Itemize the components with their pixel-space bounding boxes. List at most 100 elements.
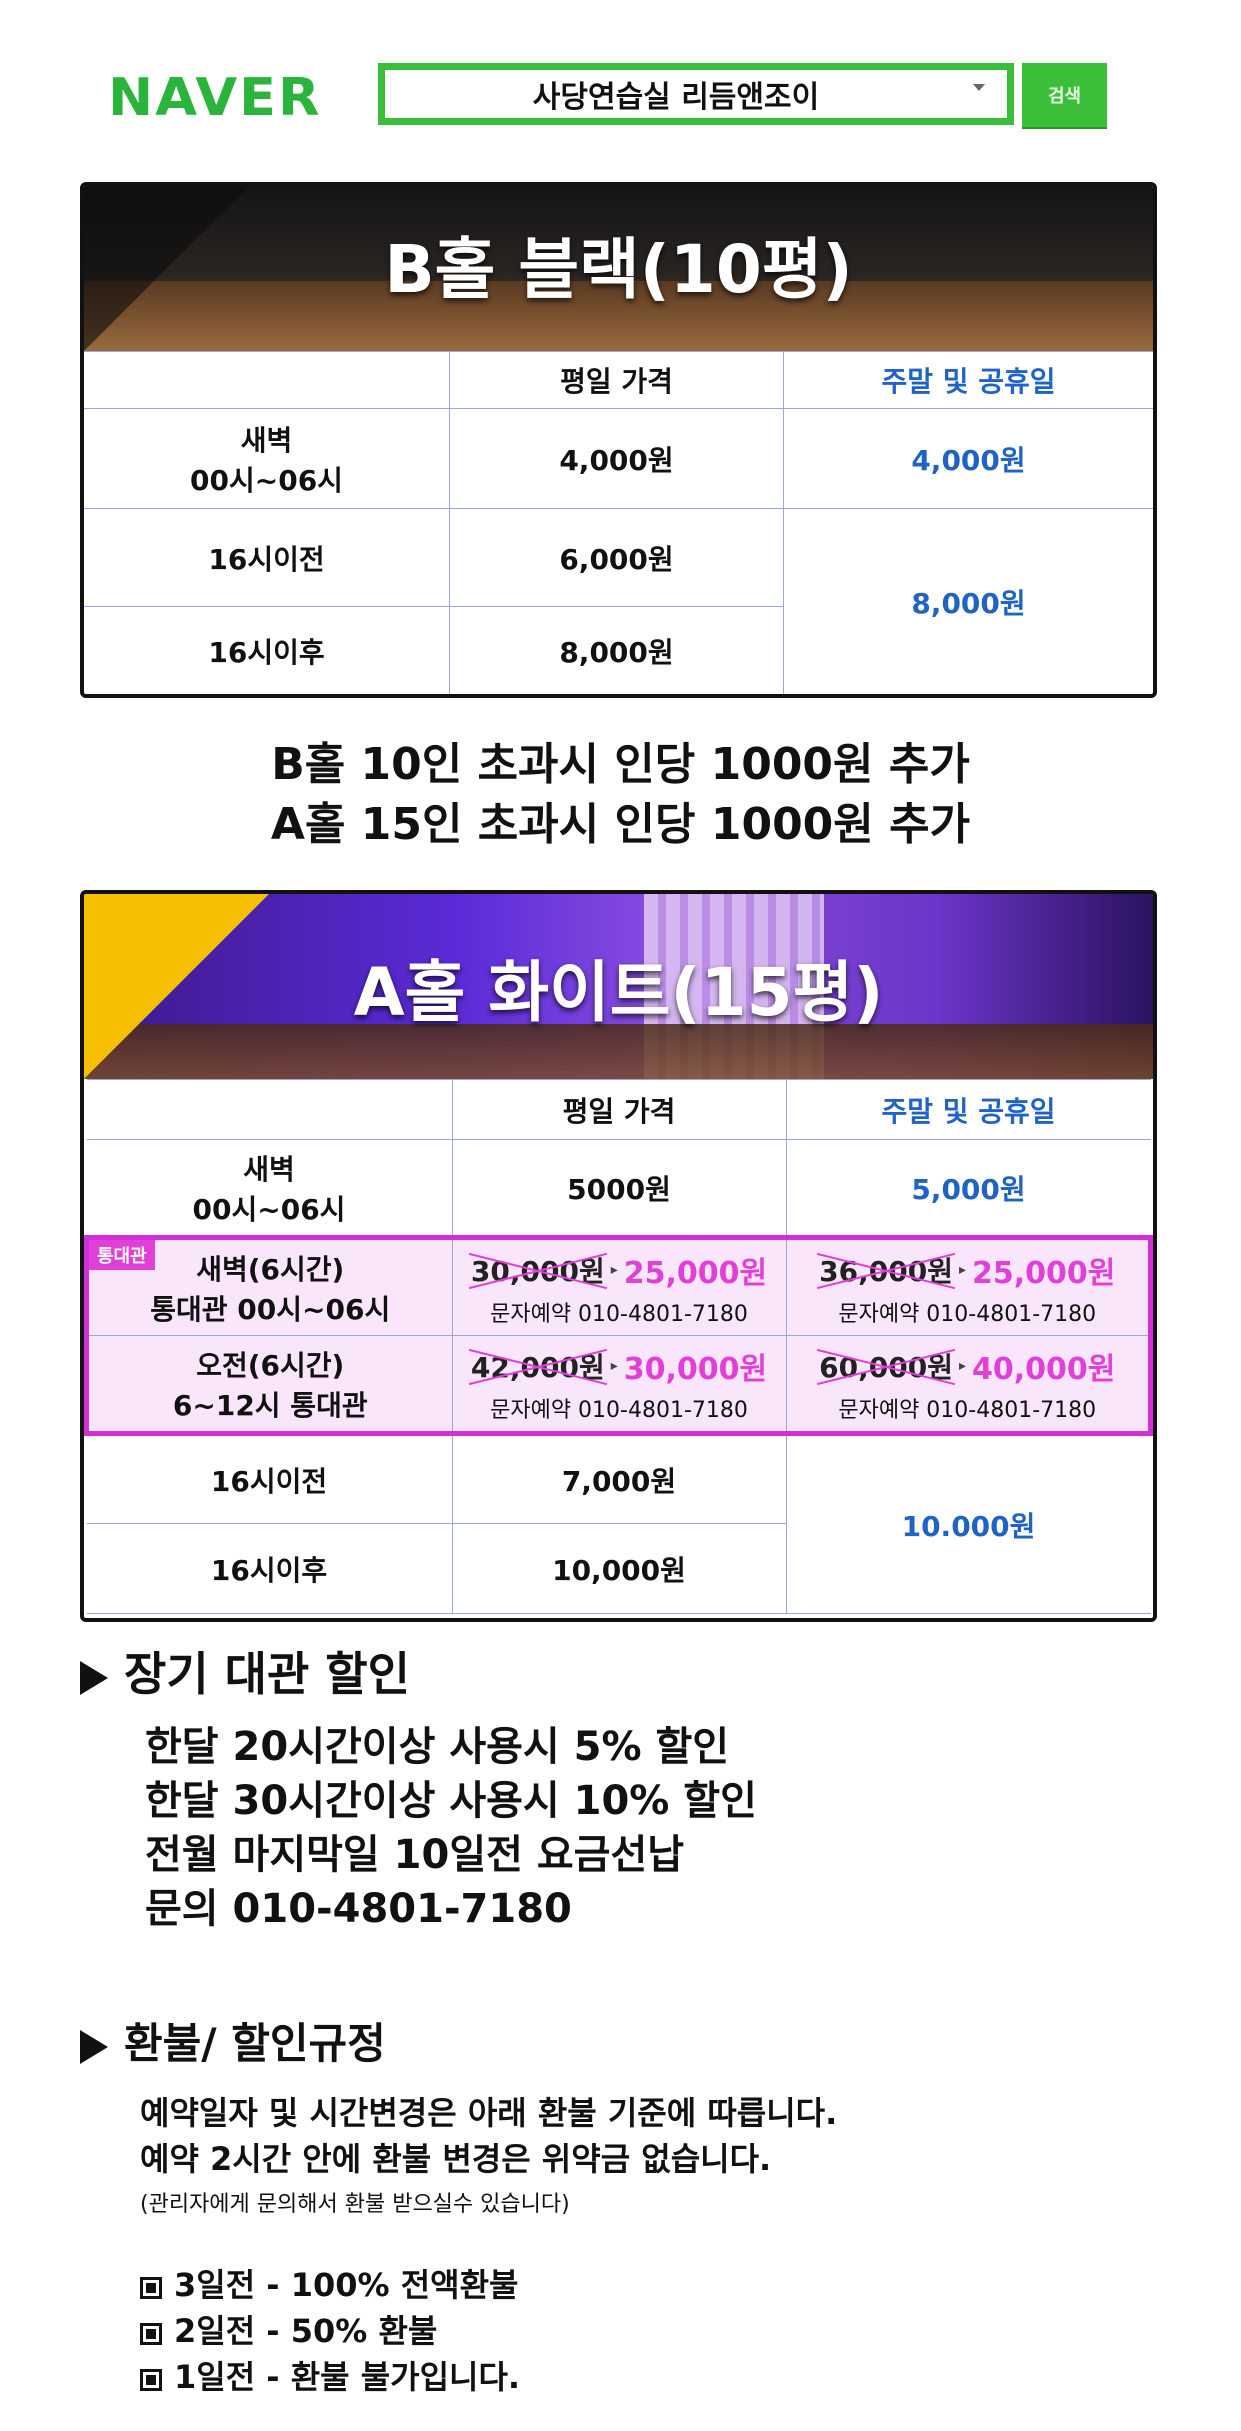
- weekday-price: 5000원: [451, 1139, 787, 1238]
- row-label: 새벽 00시~06시: [86, 1139, 453, 1238]
- refund-schedule: 3일전 - 100% 전액환불 2일전 - 50% 환불 1일전 - 환불 불가…: [140, 2262, 520, 2400]
- old-price: 30,000원: [471, 1250, 605, 1290]
- triangle-right-icon: [80, 2029, 108, 2064]
- search-bar: NAVER 사당연습실 리듬앤조이 검색: [0, 60, 1241, 135]
- table-row: 새벽 00시~06시 4,000원 4,000원: [84, 408, 1153, 509]
- header-weekend: 주말 및 공휴일: [783, 351, 1153, 409]
- table-row: 16시이후 10,000원: [86, 1523, 1151, 1614]
- hall-a-title: A홀 화이트(15평): [353, 953, 884, 1031]
- new-price: 25,000원: [623, 1255, 768, 1291]
- sms-booking: 문자예약 010-4801-7180: [838, 1397, 1097, 1423]
- row-label-line1: 새벽: [240, 423, 293, 457]
- row-label-line2: 00시~06시: [190, 463, 343, 497]
- header-blank: [84, 351, 450, 409]
- long-term-list: 한달 20시간이상 사용시 5% 할인 한달 30시간이상 사용시 10% 할인…: [145, 1720, 757, 1936]
- table-row: 16시이전 6,000원 8,000원: [84, 508, 1153, 694]
- list-item: 예약 2시간 안에 환불 변경은 위약금 없습니다.: [140, 2140, 772, 2178]
- row-label: 오전(6시간) 6~12시 통대관: [84, 1335, 453, 1436]
- arrow-right-icon: ▸: [958, 1357, 966, 1374]
- search-query-text: 사당연습실 리듬앤조이: [532, 80, 820, 115]
- list-item: 전월 마지막일 10일전 요금선납: [145, 1832, 685, 1878]
- sms-booking: 문자예약 010-4801-7180: [490, 1301, 748, 1327]
- table-header-row: 평일 가격 주말 및 공휴일: [84, 351, 1153, 409]
- refund-title: 환불/ 할인규정: [80, 2010, 386, 2071]
- arrow-right-icon: ▸: [958, 1261, 966, 1278]
- extra-charge-note-a: A홀 15인 초과시 인당 1000원 추가: [270, 799, 971, 850]
- new-price: 30,000원: [623, 1351, 768, 1387]
- weekend-price-merged: 10.000원: [785, 1433, 1151, 1614]
- arrow-right-icon: ▸: [610, 1357, 618, 1374]
- full-rental-row: 통대관 새벽(6시간) 통대관 00시~06시 30,000원 ▸ 25,000…: [84, 1235, 1153, 1336]
- row-label-line2: 00시~06시: [192, 1192, 346, 1226]
- square-bullet-icon: [140, 2323, 162, 2345]
- row-label-line2: 통대관 00시~06시: [150, 1292, 391, 1326]
- arrow-right-icon: ▸: [610, 1261, 618, 1278]
- list-item-text: 2일전 - 50% 환불: [174, 2312, 438, 2350]
- old-price: 60,000원: [819, 1346, 953, 1386]
- search-input[interactable]: 사당연습실 리듬앤조이: [378, 63, 1014, 125]
- old-price: 42,000원: [471, 1346, 605, 1386]
- weekend-price: 4,000원: [783, 408, 1153, 509]
- weekday-promo-price: 42,000원 ▸ 30,000원 문자예약 010-4801-7180: [451, 1335, 787, 1436]
- header-weekend: 주말 및 공휴일: [785, 1079, 1151, 1140]
- new-price: 25,000원: [971, 1255, 1116, 1291]
- row-label-line1: 새벽(6시간): [196, 1252, 345, 1286]
- weekday-price: 4,000원: [449, 408, 784, 509]
- weekday-price: 6,000원: [449, 508, 784, 607]
- naver-logo: NAVER: [108, 67, 322, 128]
- weekend-promo-price: 36,000원 ▸ 25,000원 문자예약 010-4801-7180: [785, 1235, 1153, 1336]
- header-weekday: 평일 가격: [449, 351, 784, 409]
- corner-triangle: [84, 894, 269, 1079]
- row-label: 16시이후: [84, 606, 450, 694]
- refund-description: 예약일자 및 시간변경은 아래 환불 기준에 따릅니다. 예약 2시간 안에 환…: [140, 2090, 837, 2228]
- hall-b-price-table: 평일 가격 주말 및 공휴일 새벽 00시~06시 4,000원 4,000원 …: [84, 351, 1153, 694]
- list-item-text: 3일전 - 100% 전액환불: [174, 2266, 519, 2304]
- row-label-line1: 새벽: [243, 1152, 295, 1186]
- search-button[interactable]: 검색: [1022, 63, 1107, 127]
- list-item: 예약일자 및 시간변경은 아래 환불 기준에 따릅니다.: [140, 2094, 838, 2132]
- list-item: 문의 010-4801-7180: [145, 1886, 572, 1932]
- long-term-title-text: 장기 대관 할인: [124, 1647, 410, 1701]
- hall-b-price-panel: B홀 블랙(10평) 평일 가격 주말 및 공휴일 새벽 00시~06시 4,0…: [80, 182, 1157, 698]
- row-label: 16시이전: [84, 508, 450, 607]
- old-price: 36,000원: [819, 1250, 953, 1290]
- weekday-promo-price: 30,000원 ▸ 25,000원 문자예약 010-4801-7180: [451, 1235, 787, 1336]
- row-label: 16시이후: [86, 1523, 453, 1614]
- chevron-down-icon[interactable]: [973, 84, 985, 91]
- hall-a-banner: A홀 화이트(15평): [84, 894, 1153, 1079]
- weekend-promo-price: 60,000원 ▸ 40,000원 문자예약 010-4801-7180: [785, 1335, 1153, 1436]
- refund-title-text: 환불/ 할인규정: [124, 2019, 386, 2068]
- triangle-right-icon: [80, 1660, 108, 1695]
- header-weekday: 평일 가격: [451, 1079, 787, 1140]
- table-header-row: 평일 가격 주말 및 공휴일: [86, 1079, 1151, 1140]
- list-item: 한달 30시간이상 사용시 10% 할인: [145, 1778, 757, 1824]
- square-bullet-icon: [140, 2369, 162, 2391]
- row-label: 16시이전: [86, 1433, 453, 1524]
- new-price: 40,000원: [971, 1351, 1116, 1387]
- corner-triangle: [84, 186, 249, 351]
- table-row: 16시이전 7,000원 10.000원: [86, 1433, 1151, 1614]
- long-term-title: 장기 대관 할인: [80, 1638, 410, 1704]
- list-item: 2일전 - 50% 환불: [140, 2308, 520, 2354]
- row-label: 새벽 00시~06시: [84, 408, 450, 509]
- floor-image: [84, 281, 1153, 351]
- weekend-price-merged: 8,000원: [783, 508, 1153, 694]
- row-label-line2: 6~12시 통대관: [172, 1388, 368, 1422]
- table-row: 새벽 00시~06시 5000원 5,000원: [86, 1139, 1151, 1238]
- list-item: 3일전 - 100% 전액환불: [140, 2262, 520, 2308]
- list-item: 1일전 - 환불 불가입니다.: [140, 2354, 520, 2400]
- weekday-price: 10,000원: [451, 1523, 786, 1614]
- list-item-text: 1일전 - 환불 불가입니다.: [174, 2358, 521, 2396]
- header-blank: [86, 1079, 453, 1140]
- list-item: 한달 20시간이상 사용시 5% 할인: [145, 1724, 730, 1770]
- hall-a-price-panel: A홀 화이트(15평) 평일 가격 주말 및 공휴일 새벽 00시~06시 50…: [80, 890, 1157, 1622]
- extra-charge-note-b: B홀 10인 초과시 인당 1000원 추가: [271, 739, 970, 790]
- hall-a-price-table: 평일 가격 주말 및 공휴일 새벽 00시~06시 5000원 5,000원 통…: [84, 1079, 1153, 1614]
- refund-small-note: (관리자에게 문의해서 환불 받으실수 있습니다): [140, 2192, 570, 2217]
- weekday-price: 7,000원: [451, 1433, 787, 1524]
- sms-booking: 문자예약 010-4801-7180: [490, 1397, 748, 1423]
- full-rental-row: 오전(6시간) 6~12시 통대관 42,000원 ▸ 30,000원 문자예약…: [84, 1335, 1153, 1436]
- square-bullet-icon: [140, 2277, 162, 2299]
- hall-b-banner: B홀 블랙(10평): [84, 186, 1153, 351]
- full-rental-badge: 통대관: [89, 1240, 155, 1270]
